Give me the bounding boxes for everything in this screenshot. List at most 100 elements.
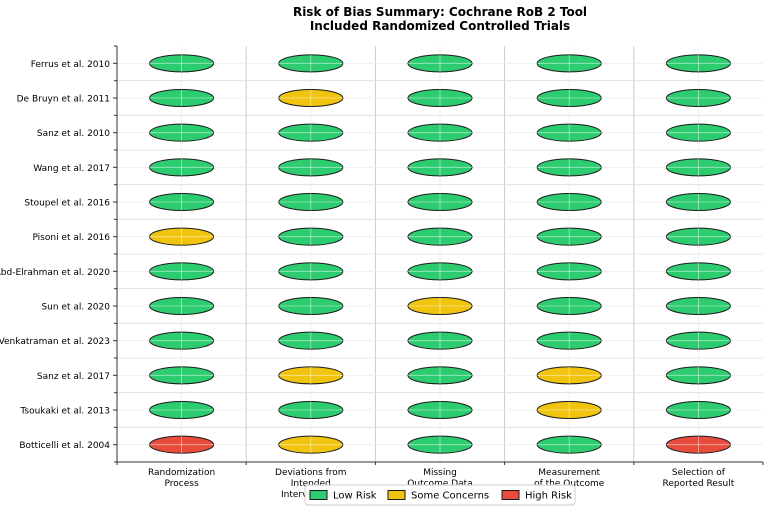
risk-judgement-mark [536, 435, 602, 454]
risk-judgement-mark [278, 366, 344, 385]
risk-judgement-mark [278, 435, 344, 454]
x-tick-label-line: Process [165, 479, 199, 489]
y-tick-label: De Bruyn et al. 2011 [17, 95, 110, 105]
risk-judgement-mark [407, 366, 473, 385]
y-tick-label: Sanz et al. 2017 [37, 372, 110, 382]
chart-subtitle: Included Randomized Controlled Trials [310, 19, 570, 33]
risk-judgement-mark [278, 123, 344, 142]
y-tick-label: Sanz et al. 2010 [37, 129, 110, 139]
risk-judgement-mark [407, 401, 473, 419]
chart-title: Risk of Bias Summary: Cochrane RoB 2 Too… [293, 5, 587, 19]
risk-judgement-mark [149, 297, 215, 315]
risk-judgement-mark [536, 366, 602, 385]
x-tick-label-line: Outcome Data [407, 479, 472, 489]
risk-judgement-mark [536, 89, 602, 107]
risk-judgement-mark [536, 262, 602, 281]
legend-label: Some Concerns [411, 491, 489, 502]
risk-judgement-mark [665, 331, 731, 350]
risk-judgement-mark [149, 123, 215, 142]
y-tick-label: Abd-Elrahman et al. 2020 [0, 268, 110, 278]
risk-judgement-mark [536, 193, 602, 211]
risk-judgement-mark [665, 297, 731, 315]
legend-entry: Some Concerns [387, 490, 489, 502]
y-tick-label: Ferrus et al. 2010 [31, 60, 111, 70]
risk-judgement-mark [536, 123, 602, 142]
legend-label: High Risk [525, 491, 572, 502]
legend-swatch [309, 490, 328, 500]
risk-judgement-mark [665, 193, 731, 211]
x-tick-label: Measurement of the Outcome [534, 468, 605, 489]
risk-judgement-mark [149, 54, 215, 73]
axes [113, 45, 764, 465]
x-tick-label-line: of the Outcome [534, 479, 605, 489]
risk-judgement-mark [407, 123, 473, 142]
risk-judgement-mark [536, 331, 602, 350]
risk-judgement-mark [149, 331, 215, 350]
risk-judgement-mark [665, 227, 731, 246]
risk-judgement-mark [149, 366, 215, 385]
risk-judgement-mark [536, 227, 602, 246]
risk-judgement-mark [278, 54, 344, 73]
risk-judgement-mark [665, 401, 731, 419]
y-tick-label: Sun et al. 2020 [41, 303, 110, 313]
risk-judgement-mark [665, 262, 731, 281]
risk-judgement-mark [149, 158, 215, 177]
risk-judgement-mark [278, 262, 344, 281]
risk-judgement-mark [665, 158, 731, 177]
y-tick-label: Venkatraman et al. 2023 [0, 337, 110, 347]
risk-judgement-mark [278, 227, 344, 246]
x-tick-label-line: Selection of [672, 468, 726, 478]
risk-judgement-mark [149, 193, 215, 211]
x-tick-label: Randomization Process [148, 468, 215, 489]
risk-judgement-mark [278, 297, 344, 315]
y-tick-labels: Ferrus et al. 2010 De Bruyn et al. 2011 Sa… [0, 60, 110, 451]
risk-judgement-mark [149, 401, 215, 419]
risk-judgement-mark [149, 262, 215, 281]
x-tick-label-line: Deviations from [275, 468, 347, 478]
risk-judgement-mark [407, 331, 473, 350]
risk-judgement-mark [665, 366, 731, 385]
x-tick-label: Missing Outcome Data [407, 468, 472, 489]
legend-swatch [387, 490, 406, 500]
risk-judgement-mark [407, 54, 473, 73]
risk-judgement-mark [407, 435, 473, 454]
risk-judgement-mark [665, 123, 731, 142]
risk-judgement-mark [665, 89, 731, 107]
risk-judgement-mark [536, 401, 602, 419]
risk-judgement-mark [278, 158, 344, 177]
legend-entry: Low Risk [309, 490, 377, 502]
y-tick-label: Pisoni et al. 2016 [32, 233, 110, 243]
risk-judgement-mark [149, 435, 215, 454]
risk-judgement-mark [407, 158, 473, 177]
risk-judgement-mark [278, 331, 344, 350]
risk-judgement-mark [665, 435, 731, 454]
risk-judgement-mark [536, 54, 602, 73]
risk-judgement-mark [407, 227, 473, 246]
marks [149, 54, 731, 454]
risk-judgement-mark [407, 297, 473, 315]
risk-judgement-mark [149, 227, 215, 246]
y-tick-label: Stoupel et al. 2016 [24, 199, 110, 209]
risk-judgement-mark [407, 262, 473, 281]
risk-judgement-mark [536, 158, 602, 177]
risk-judgement-mark [149, 89, 215, 107]
x-tick-labels: Randomization Process Deviations from Inten… [148, 468, 735, 500]
risk-judgement-mark [278, 193, 344, 211]
risk-judgement-mark [536, 297, 602, 315]
legend-label: Low Risk [333, 491, 377, 502]
legend: Low Risk Some Concerns High Risk [304, 484, 576, 506]
risk-judgement-mark [278, 401, 344, 419]
legend-entry: High Risk [501, 490, 572, 502]
y-tick-label: Wang et al. 2017 [33, 164, 110, 174]
risk-judgement-mark [665, 54, 731, 73]
y-tick-label: Tsoukaki et al. 2013 [19, 407, 110, 417]
risk-judgement-mark [407, 193, 473, 211]
x-tick-label-line: Intended [291, 479, 331, 489]
y-tick-label: Botticelli et al. 2004 [19, 441, 110, 451]
risk-judgement-mark [278, 89, 344, 107]
x-tick-label-line: Measurement [538, 468, 600, 478]
x-tick-label-line: Randomization [148, 468, 215, 478]
x-tick-label: Selection of Reported Result [663, 468, 735, 489]
